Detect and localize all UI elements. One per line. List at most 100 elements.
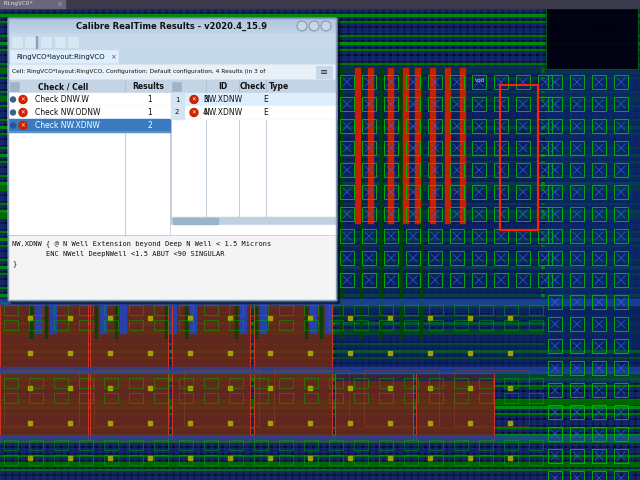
Bar xyxy=(42,0,45,480)
Bar xyxy=(428,351,432,355)
Bar xyxy=(378,0,381,480)
Text: Check DNW.W: Check DNW.W xyxy=(35,95,89,104)
Bar xyxy=(532,0,535,480)
Bar xyxy=(204,440,218,450)
Bar xyxy=(94,211,98,215)
Bar xyxy=(0,189,640,193)
Bar xyxy=(406,251,420,265)
Bar xyxy=(384,273,398,287)
Bar xyxy=(379,393,393,403)
Bar xyxy=(384,97,398,111)
Bar xyxy=(0,413,640,417)
Circle shape xyxy=(10,110,15,115)
Bar xyxy=(472,207,486,221)
Bar xyxy=(219,255,223,259)
Bar xyxy=(0,287,640,291)
Bar xyxy=(548,405,562,419)
Bar xyxy=(194,233,198,237)
Bar xyxy=(308,0,311,480)
Bar xyxy=(69,145,73,149)
Bar xyxy=(403,68,408,223)
Bar xyxy=(388,421,392,425)
Bar xyxy=(169,101,173,105)
Bar xyxy=(169,123,173,127)
Bar xyxy=(161,0,164,480)
Text: ≡: ≡ xyxy=(320,67,328,77)
Bar xyxy=(0,301,640,302)
Bar xyxy=(0,406,640,410)
Bar xyxy=(169,277,173,281)
Bar xyxy=(348,386,352,390)
Bar xyxy=(0,273,640,274)
Bar xyxy=(54,378,68,388)
Bar xyxy=(19,101,23,105)
Bar xyxy=(28,421,32,425)
Bar xyxy=(69,101,73,105)
Text: 1: 1 xyxy=(148,95,152,104)
Bar xyxy=(204,320,218,330)
Bar xyxy=(548,185,562,199)
Bar xyxy=(406,75,420,89)
Bar xyxy=(350,0,353,480)
Bar xyxy=(0,315,640,319)
Bar xyxy=(0,147,640,151)
Bar xyxy=(516,273,530,287)
Bar xyxy=(0,133,640,134)
Bar xyxy=(388,68,393,223)
Bar xyxy=(0,175,640,179)
Bar xyxy=(0,462,640,464)
Bar xyxy=(516,163,530,177)
Bar xyxy=(406,163,420,177)
Bar xyxy=(548,251,562,265)
Bar xyxy=(0,140,640,144)
Text: Type: Type xyxy=(269,82,289,91)
Bar xyxy=(0,385,640,386)
Bar xyxy=(592,119,606,133)
Bar xyxy=(539,0,542,480)
Bar xyxy=(538,97,552,111)
Bar xyxy=(0,77,640,81)
Bar xyxy=(0,7,640,8)
Bar xyxy=(319,101,323,105)
Bar xyxy=(516,251,530,265)
Bar xyxy=(229,455,243,465)
Bar xyxy=(154,0,157,480)
Bar xyxy=(172,303,250,371)
Bar xyxy=(7,0,10,480)
Bar xyxy=(19,167,23,171)
Bar xyxy=(148,456,152,460)
Bar xyxy=(29,305,43,315)
Bar xyxy=(169,255,173,259)
Bar xyxy=(269,145,273,149)
Bar xyxy=(592,273,606,287)
Bar xyxy=(388,456,392,460)
Bar xyxy=(538,207,552,221)
Bar xyxy=(119,101,123,105)
Bar xyxy=(104,305,118,315)
Bar xyxy=(570,361,584,375)
Bar xyxy=(0,413,640,414)
Bar xyxy=(538,229,552,243)
Bar xyxy=(10,50,118,64)
Bar xyxy=(171,80,336,93)
Bar xyxy=(0,98,640,102)
Bar xyxy=(614,339,628,353)
Bar xyxy=(384,229,398,243)
Bar xyxy=(362,141,376,155)
Bar xyxy=(119,123,123,127)
Bar xyxy=(468,386,472,390)
Bar xyxy=(294,123,298,127)
Bar xyxy=(450,97,464,111)
Bar xyxy=(179,305,193,315)
Bar xyxy=(171,106,184,119)
Bar xyxy=(0,14,640,16)
Bar xyxy=(294,101,298,105)
Bar xyxy=(450,273,464,287)
Bar xyxy=(592,427,606,441)
Bar xyxy=(0,42,640,44)
Bar xyxy=(133,0,136,480)
Bar xyxy=(170,68,176,333)
Bar xyxy=(154,378,168,388)
Bar xyxy=(0,364,640,368)
Bar xyxy=(0,224,640,228)
